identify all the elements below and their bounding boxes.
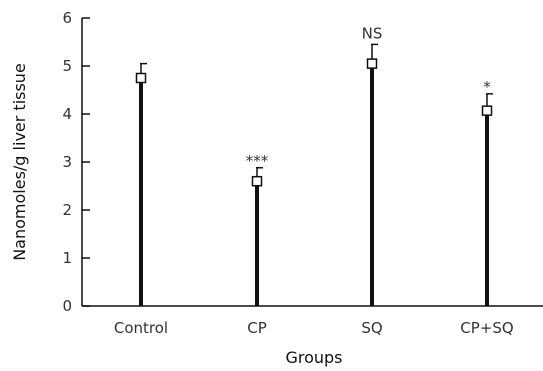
mean-marker bbox=[135, 72, 147, 84]
x-ticks: Control CP SQ CP+SQ bbox=[114, 319, 514, 337]
bar-cp-sq bbox=[485, 110, 489, 306]
bars bbox=[135, 43, 493, 306]
x-tick-label: CP+SQ bbox=[460, 319, 513, 337]
y-tick-label: 2 bbox=[62, 201, 72, 219]
significance-label: *** bbox=[246, 152, 269, 170]
x-tick-label: CP bbox=[247, 319, 267, 337]
bar-sq bbox=[370, 63, 374, 306]
mean-marker bbox=[251, 175, 263, 187]
bar-control bbox=[139, 78, 143, 306]
bar-cp bbox=[255, 181, 259, 306]
y-tick-label: 3 bbox=[62, 153, 72, 171]
y-tick-label: 1 bbox=[62, 249, 72, 267]
significance-label: * bbox=[483, 78, 491, 96]
x-tick-label: Control bbox=[114, 319, 168, 337]
x-tick-label: SQ bbox=[361, 319, 382, 337]
y-tick-label: 0 bbox=[62, 297, 72, 315]
y-ticks: 0 1 2 3 4 5 6 bbox=[62, 9, 90, 315]
significance-annotations: *** NS * bbox=[246, 24, 492, 169]
significance-label: NS bbox=[362, 24, 383, 42]
y-axis-title: Nanomoles/g liver tissue bbox=[10, 63, 29, 261]
y-tick-label: 4 bbox=[62, 105, 72, 123]
y-tick-label: 5 bbox=[62, 57, 72, 75]
y-axis: 0 1 2 3 4 5 6 bbox=[62, 9, 90, 315]
mean-marker bbox=[481, 105, 493, 116]
y-tick-label: 6 bbox=[62, 9, 72, 27]
x-axis: Control CP SQ CP+SQ bbox=[82, 305, 543, 337]
mean-marker bbox=[366, 58, 378, 69]
x-axis-title: Groups bbox=[285, 348, 342, 367]
